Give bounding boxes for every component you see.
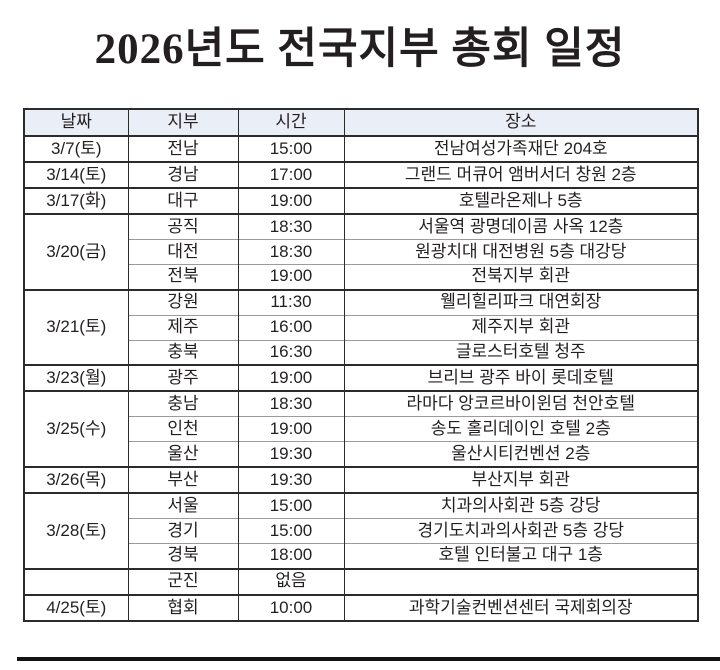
place-cell (343, 567, 699, 595)
header-row: 날짜 지부 시간 장소 (23, 109, 699, 137)
place-cell: 울산시티컨벤션 2층 (343, 441, 699, 468)
table-row: 울산 19:30 울산시티컨벤션 2층 (24, 441, 699, 468)
table-row: 충북 16:30 글로스터호텔 청주 (24, 339, 699, 366)
header-branch: 지부 (127, 109, 239, 137)
table-row: 제주 16:00 제주지부 회관 (24, 314, 699, 340)
time-cell: 11:30 (237, 288, 345, 316)
place-cell: 과학기술컨벤션센터 국제회의장 (343, 593, 699, 621)
time-cell: 18:30 (237, 213, 345, 240)
branch-cell: 강원 (127, 288, 239, 316)
page-title: 2026년도 전국지부 총회 일정 (94, 26, 626, 73)
branch-cell: 공직 (127, 213, 239, 240)
place-cell: 호텔 인터불고 대구 1층 (343, 542, 699, 569)
time-cell: 19:00 (237, 263, 345, 290)
table-row: 3/28(토) 서울 15:00 치과의사회관 5층 강당 (23, 492, 699, 569)
time-cell: 15:00 (237, 134, 345, 163)
time-cell: 18:30 (237, 239, 345, 265)
place-cell: 서울역 광명데이콤 사옥 12층 (343, 213, 699, 240)
table-row: 인천 19:00 송도 홀리데이인 호텔 2층 (24, 416, 699, 442)
place-cell: 송도 홀리데이인 호텔 2층 (343, 416, 699, 442)
table-row: 경북 18:00 호텔 인터불고 대구 1층 (24, 542, 699, 569)
place-cell: 전남여성가족재단 204호 (343, 134, 699, 163)
branch-cell: 경북 (127, 542, 239, 569)
place-cell: 전북지부 회관 (343, 263, 699, 290)
date-cell: 3/26(목) (23, 466, 129, 494)
place-cell: 라마다 앙코르바이윈덤 천안호텔 (343, 390, 699, 417)
place-cell: 치과의사회관 5층 강당 (343, 492, 699, 519)
branch-cell: 부산 (127, 466, 239, 494)
place-cell: 글로스터호텔 청주 (343, 339, 699, 366)
date-cell: 3/14(토) (23, 161, 129, 189)
branch-cell: 전북 (127, 263, 239, 290)
table-row: 3/23(월) 광주 19:00 브리브 광주 바이 롯데호텔 (23, 364, 699, 392)
branch-cell: 군진 (127, 567, 239, 595)
bottom-rule (17, 657, 720, 661)
branch-cell: 충남 (127, 390, 239, 417)
table-row: 3/21(토) 강원 11:30 웰리힐리파크 대연회장 (23, 288, 699, 366)
time-cell: 없음 (237, 567, 345, 595)
time-cell: 19:00 (237, 364, 345, 392)
time-cell: 16:00 (237, 314, 345, 340)
branch-cell: 광주 (127, 364, 239, 392)
branch-cell: 제주 (127, 314, 239, 340)
time-cell: 19:00 (237, 416, 345, 442)
time-cell: 17:00 (237, 161, 345, 189)
branch-cell: 경기 (127, 518, 239, 544)
schedule-table: 날짜 지부 시간 장소 3/7(토) 전남 15:00 전남여성가족재단 204호 3/14(… (23, 108, 699, 622)
place-cell: 부산지부 회관 (343, 466, 699, 494)
date-cell: 3/25(수) (23, 390, 129, 468)
place-cell: 호텔라온제나 5층 (343, 187, 699, 215)
time-cell: 15:00 (237, 492, 345, 519)
table-row: 3/17(화) 대구 19:00 호텔라온제나 5층 (23, 187, 699, 215)
branch-cell: 대전 (127, 239, 239, 265)
time-cell: 19:30 (237, 466, 345, 494)
date-cell: 3/28(토) (23, 492, 129, 569)
header-time: 시간 (237, 109, 345, 137)
header-date: 날짜 (23, 109, 129, 137)
time-cell: 10:00 (237, 593, 345, 621)
time-cell: 19:30 (237, 441, 345, 468)
date-cell: 3/20(금) (23, 213, 129, 290)
place-cell: 경기도치과의사회관 5층 강당 (343, 518, 699, 544)
table-row: 대전 18:30 원광치대 대전병원 5층 대강당 (24, 239, 699, 265)
time-cell: 15:00 (237, 518, 345, 544)
table-row: 4/25(토) 협회 10:00 과학기술컨벤션센터 국제회의장 (23, 593, 699, 621)
table-row: 경기 15:00 경기도치과의사회관 5층 강당 (24, 518, 699, 544)
date-cell: 3/7(토) (23, 134, 129, 163)
table-row: 3/25(수) 충남 18:30 라마다 앙코르바이윈덤 천안호텔 (23, 390, 699, 468)
place-cell: 원광치대 대전병원 5층 대강당 (343, 239, 699, 265)
branch-cell: 경남 (127, 161, 239, 189)
time-cell: 18:30 (237, 390, 345, 417)
table-row: 전북 19:00 전북지부 회관 (24, 263, 699, 290)
date-cell: 3/23(월) (23, 364, 129, 392)
branch-cell: 대구 (127, 187, 239, 215)
branch-cell: 서울 (127, 492, 239, 519)
place-cell: 웰리힐리파크 대연회장 (343, 288, 699, 316)
date-cell (23, 567, 129, 595)
date-cell: 3/21(토) (23, 288, 129, 366)
time-cell: 19:00 (237, 187, 345, 215)
branch-cell: 전남 (127, 134, 239, 163)
place-cell: 그랜드 머큐어 앰버서더 창원 2층 (343, 161, 699, 189)
table-body: 3/7(토) 전남 15:00 전남여성가족재단 204호 3/14(토) 경남 17:00… (23, 134, 699, 621)
table-row: 3/7(토) 전남 15:00 전남여성가족재단 204호 (23, 134, 699, 163)
place-cell: 브리브 광주 바이 롯데호텔 (343, 364, 699, 392)
date-cell: 3/17(화) (23, 187, 129, 215)
date-cell: 4/25(토) (23, 593, 129, 621)
branch-cell: 인천 (127, 416, 239, 442)
table-row: 3/14(토) 경남 17:00 그랜드 머큐어 앰버서더 창원 2층 (23, 161, 699, 189)
branch-cell: 협회 (127, 593, 239, 621)
table-row: 3/20(금) 공직 18:30 서울역 광명데이콤 사옥 12층 (23, 213, 699, 290)
branch-cell: 울산 (127, 441, 239, 468)
branch-cell: 충북 (127, 339, 239, 366)
header-place: 장소 (343, 109, 699, 137)
place-cell: 제주지부 회관 (343, 314, 699, 340)
table-row: 군진 없음 (23, 567, 699, 595)
table-row: 3/26(목) 부산 19:30 부산지부 회관 (23, 466, 699, 494)
time-cell: 18:00 (237, 542, 345, 569)
time-cell: 16:30 (237, 339, 345, 366)
